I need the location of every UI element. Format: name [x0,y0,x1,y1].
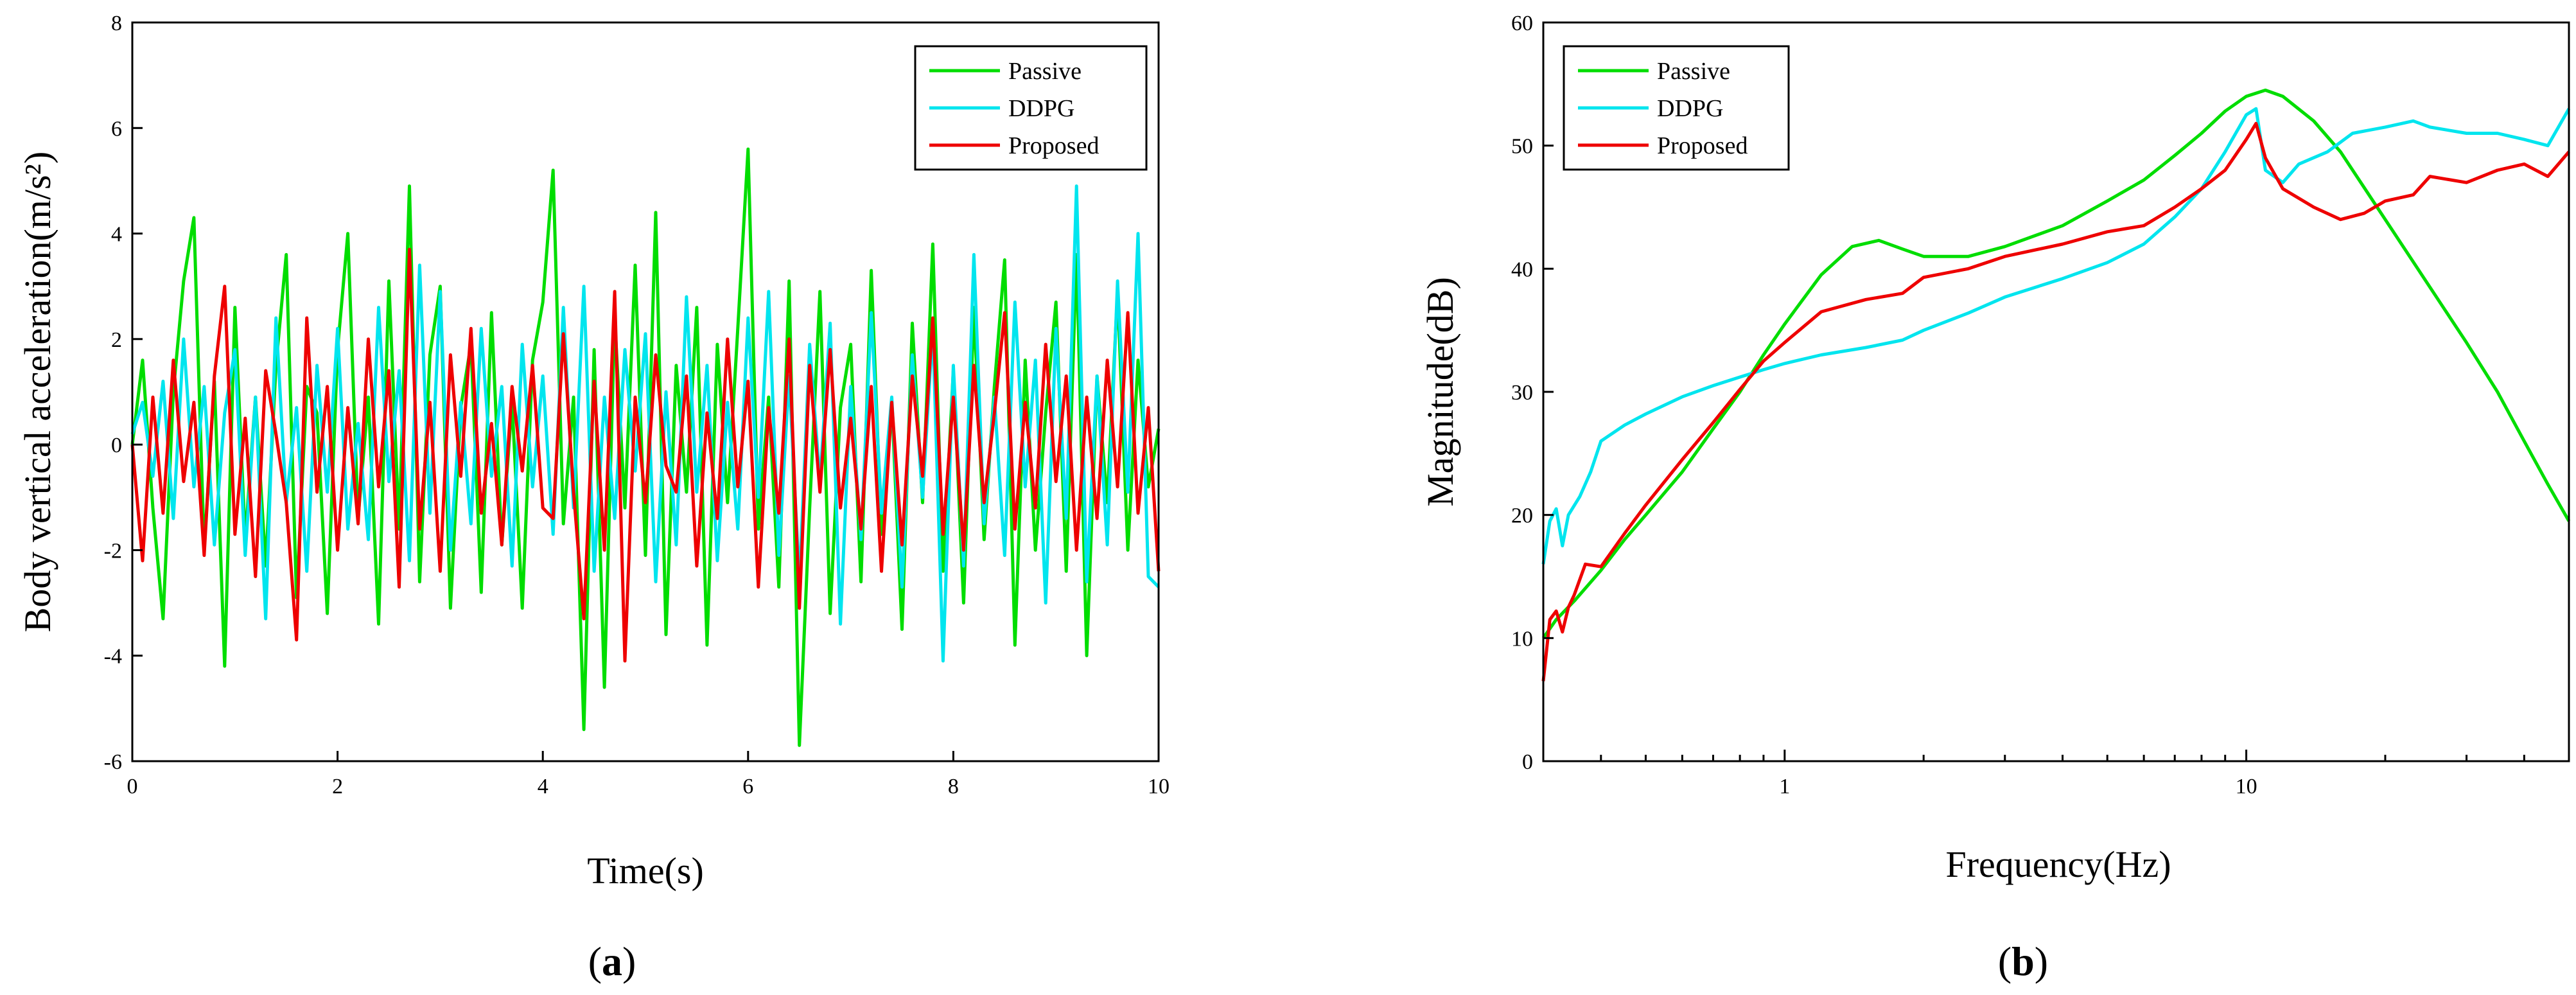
chart-a-x-tick-label: 4 [538,775,548,798]
chart-b-legend-label-passive: Passive [1657,58,1730,85]
chart-b-y-tick-label: 0 [1522,750,1533,774]
chart-b-y-ticks: 0 10 20 30 40 50 60 [1511,12,1554,774]
chart-b-legend-label-proposed: Proposed [1657,132,1748,159]
chart-b-panel-label: (b) [1998,938,2048,984]
chart-b-x-axis-label: Frequency(Hz) [1945,843,2171,885]
chart-a-legend-label-proposed: Proposed [1008,132,1099,159]
chart-a-y-tick-label: -6 [104,750,122,774]
chart-a-legend: Passive DDPG Proposed [914,45,1148,171]
chart-a-y-tick-label: 8 [111,12,122,35]
chart-a-y-tick-label: 6 [111,117,122,141]
chart-a-x-tick-label: 2 [332,775,343,798]
chart-b-y-tick-label: 50 [1511,135,1533,159]
chart-a-y-tick-label: 4 [111,223,122,247]
chart-b-series-passive [1541,88,2571,639]
chart-b-legend-label-ddpg: DDPG [1657,95,1723,122]
chart-a-panel-label: (a) [588,938,636,984]
chart-a-legend-label-passive: Passive [1008,58,1082,85]
chart-a-plot-frame [131,21,1160,762]
chart-a-x-tick-label: 10 [1148,775,1170,798]
chart-b-y-tick-label: 10 [1511,627,1533,651]
chart-a-y-tick-label: -2 [104,539,122,563]
chart-a-series-passive [130,147,1161,747]
chart-b: 0 10 20 30 40 50 60 1 10 Magnitude(dB) Frequenc… [1419,12,2571,984]
chart-a-x-tick-label: 8 [948,775,959,798]
chart-b-series-ddpg [1541,107,2571,565]
chart-b-y-tick-label: 30 [1511,381,1533,405]
chart-b-y-tick-label: 60 [1511,12,1533,35]
chart-a-y-tick-label: 2 [111,328,122,352]
chart-a-y-axis-label: Body vertical acceleration(m/s²) [17,152,58,633]
chart-b-series-proposed [1541,121,2570,682]
chart-b-x-tick-label: 10 [2236,775,2257,798]
chart-b-legend: Passive DDPG Proposed [1563,45,1790,171]
chart-a-y-tick-label: 0 [111,434,122,457]
chart-a-legend-label-ddpg: DDPG [1008,95,1074,122]
chart-a-series-group [130,147,1161,747]
chart-a-x-tick-label: 0 [127,775,138,798]
chart-a-y-ticks: -6 -4 -2 0 2 4 6 8 [104,12,143,774]
chart-b-x-ticks: 1 10 [1542,750,2570,798]
chart-b-y-tick-label: 40 [1511,258,1533,281]
chart-a-x-tick-label: 6 [742,775,753,798]
chart-a-y-tick-label: -4 [104,645,122,669]
chart-a-series-proposed [130,247,1161,663]
chart-a: -6 -4 -2 0 2 4 6 8 0 2 4 6 8 10 Body vertical accele… [17,12,1170,984]
chart-b-y-axis-label: Magnitude(dB) [1419,277,1461,507]
chart-b-panel-letter: b [2011,938,2035,984]
chart-a-x-ticks: 0 2 4 6 8 10 [127,751,1170,798]
chart-b-x-tick-label: 1 [1779,775,1790,798]
chart-b-series-group [1541,88,2571,682]
chart-a-panel-letter: a [602,938,622,984]
chart-a-x-axis-label: Time(s) [587,850,704,892]
chart-b-y-tick-label: 20 [1511,504,1533,528]
